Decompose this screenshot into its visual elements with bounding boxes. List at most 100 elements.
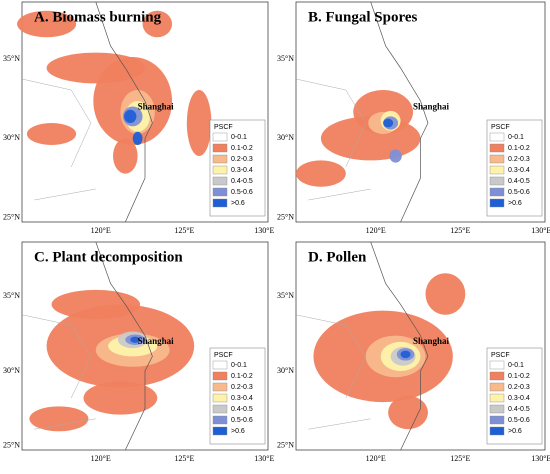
legend-label: >0.6	[508, 428, 522, 435]
province-border	[295, 78, 371, 201]
pscf-area	[296, 160, 346, 187]
pscf-area	[425, 273, 466, 315]
x-tick-label: 125°E	[174, 454, 194, 463]
pscf-area	[389, 149, 402, 163]
legend-label: 0.2-0.3	[231, 156, 253, 163]
x-tick-label: 130°E	[531, 226, 550, 235]
pscf-area	[383, 118, 394, 128]
legend-label: 0.2-0.3	[231, 384, 253, 391]
legend: PSCF 0-0.1 0.1-0.2 0.2-0.3 0.3-0.4 0.4-0.5 0.5…	[486, 347, 543, 445]
panel-title: C. Plant decomposition	[34, 249, 183, 265]
legend-swatch	[489, 198, 505, 208]
panel-title: D. Pollen	[308, 249, 367, 265]
pscf-area	[83, 381, 158, 415]
legend-label: 0.4-0.5	[231, 406, 253, 413]
coastline	[95, 241, 153, 451]
legend-label: >0.6	[231, 200, 245, 207]
x-tick-label: 120°E	[366, 454, 386, 463]
legend-swatch	[212, 415, 228, 425]
legend-label: >0.6	[231, 428, 245, 435]
y-tick-label: 35°N	[3, 291, 20, 300]
city-label: Shanghai	[138, 336, 175, 346]
city-label: Shanghai	[413, 102, 450, 112]
legend-label: 0.2-0.3	[508, 384, 530, 391]
legend-label: 0.4-0.5	[508, 406, 530, 413]
x-tick-label: 130°E	[531, 454, 550, 463]
pscf-area	[388, 395, 428, 430]
legend: PSCF 0-0.1 0.1-0.2 0.2-0.3 0.3-0.4 0.4-0.5 0.5…	[209, 347, 266, 445]
legend: PSCF 0-0.1 0.1-0.2 0.2-0.3 0.3-0.4 0.4-0.5 0.5…	[209, 119, 266, 217]
legend-label: 0.5-0.6	[231, 417, 253, 424]
legend-label: 0.2-0.3	[508, 156, 530, 163]
y-tick-label: 35°N	[277, 54, 294, 63]
x-tick-label: 125°E	[174, 226, 194, 235]
pscf-area	[124, 109, 137, 123]
legend-label: 0-0.1	[231, 134, 247, 141]
legend-swatch	[212, 165, 228, 175]
y-tick-label: 35°N	[3, 54, 20, 63]
legend-swatch	[212, 371, 228, 381]
x-tick-label: 120°E	[366, 226, 386, 235]
legend-swatch	[212, 154, 228, 164]
legend-label: 0-0.1	[508, 134, 524, 141]
y-tick-label: 25°N	[3, 441, 20, 450]
y-tick-label: 25°N	[277, 441, 294, 450]
legend-label: 0.3-0.4	[508, 395, 530, 402]
legend-label: 0.1-0.2	[508, 373, 530, 380]
y-tick-label: 25°N	[3, 212, 20, 221]
city-label: Shanghai	[413, 336, 450, 346]
legend: PSCF 0-0.1 0.1-0.2 0.2-0.3 0.3-0.4 0.4-0.5 0.5…	[486, 119, 543, 217]
y-tick-label: 35°N	[277, 291, 294, 300]
legend-swatch	[212, 132, 228, 142]
x-tick-label: 130°E	[254, 226, 274, 235]
legend-swatch	[489, 132, 505, 142]
coastline	[370, 1, 429, 223]
legend-label: >0.6	[508, 200, 522, 207]
legend-swatch	[489, 360, 505, 370]
legend-swatch	[489, 393, 505, 403]
pscf-area	[400, 350, 411, 359]
map-panel: A. Biomass burning Shanghai 35°N 30°N 25°N 12…	[3, 1, 274, 235]
legend-swatch	[489, 154, 505, 164]
pscf-area	[186, 90, 212, 156]
legend-label: 0.4-0.5	[508, 178, 530, 185]
legend-swatch	[212, 187, 228, 197]
legend-label: 0-0.1	[231, 362, 247, 369]
legend-label: 0.3-0.4	[231, 167, 253, 174]
legend-swatch	[489, 382, 505, 392]
legend-label: 0.5-0.6	[231, 189, 253, 196]
coastline	[370, 241, 429, 451]
legend-swatch	[489, 187, 505, 197]
y-tick-label: 30°N	[3, 133, 20, 142]
x-tick-label: 125°E	[450, 454, 470, 463]
legend-swatch	[212, 198, 228, 208]
province-border	[21, 314, 96, 430]
legend-title: PSCF	[491, 352, 510, 359]
x-tick-label: 120°E	[91, 226, 111, 235]
pscf-area	[17, 10, 77, 38]
pscf-area	[51, 289, 141, 319]
y-tick-label: 30°N	[277, 133, 294, 142]
legend-swatch	[212, 143, 228, 153]
legend-swatch	[212, 176, 228, 186]
pscf-area	[46, 52, 145, 84]
pscf-area	[132, 131, 143, 145]
x-tick-label: 130°E	[254, 454, 274, 463]
legend-swatch	[212, 382, 228, 392]
pscf-area	[130, 336, 141, 343]
pscf-area	[142, 10, 173, 38]
legend-swatch	[489, 404, 505, 414]
legend-label: 0.3-0.4	[231, 395, 253, 402]
pscf-area	[113, 138, 138, 174]
legend-label: 0.5-0.6	[508, 417, 530, 424]
legend-swatch	[212, 393, 228, 403]
panel-title: B. Fungal Spores	[308, 9, 417, 25]
y-tick-label: 30°N	[277, 366, 294, 375]
legend-swatch	[489, 415, 505, 425]
province-border	[21, 78, 96, 201]
y-tick-label: 25°N	[277, 212, 294, 221]
map-panel: C. Plant decomposition Shanghai 35°N 30°N 25…	[3, 241, 274, 463]
legend-title: PSCF	[214, 352, 233, 359]
legend-title: PSCF	[214, 124, 233, 131]
legend-label: 0.1-0.2	[231, 145, 253, 152]
